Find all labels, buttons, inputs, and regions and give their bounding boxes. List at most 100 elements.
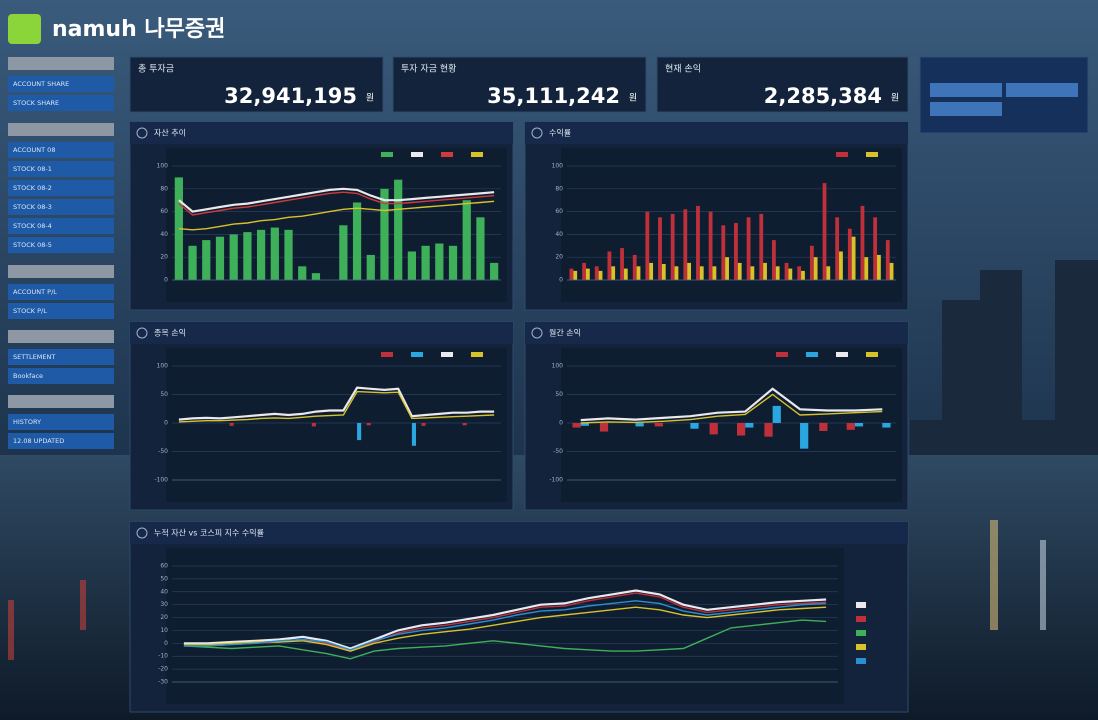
sidebar-item[interactable] <box>8 218 114 234</box>
bar <box>599 423 609 432</box>
y-tick-label: -20 <box>158 666 168 673</box>
bar <box>202 240 211 280</box>
bar <box>611 266 616 280</box>
bar <box>734 223 738 280</box>
bar <box>809 245 814 280</box>
bar <box>229 423 234 426</box>
kpi-card <box>392 56 647 113</box>
legend-swatch <box>856 644 866 650</box>
kpi-title: 투자 자금 현황 <box>401 64 456 75</box>
bar <box>846 423 855 430</box>
sidebar-item-label: ACCOUNT P/L <box>13 288 57 296</box>
legend-swatch <box>806 352 818 357</box>
chart-icon <box>531 127 543 139</box>
sidebar-item[interactable] <box>8 180 114 196</box>
bar <box>775 266 780 280</box>
y-tick-label: 80 <box>555 185 563 192</box>
bar <box>797 266 802 280</box>
chart-title: 누적 자산 vs 코스피 지수 수익률 <box>154 528 264 538</box>
chart-header <box>525 122 908 144</box>
bar <box>462 200 471 280</box>
sidebar-item[interactable] <box>8 303 114 319</box>
bar <box>750 266 755 280</box>
sidebar-item[interactable] <box>8 368 114 384</box>
line <box>183 606 827 652</box>
filter-chip[interactable] <box>1006 83 1078 97</box>
plot-area <box>166 348 507 502</box>
bar <box>636 266 641 280</box>
sidebar-item[interactable] <box>8 349 114 365</box>
bar <box>585 268 590 280</box>
y-tick-label: 60 <box>160 563 168 570</box>
sidebar-item[interactable] <box>8 199 114 215</box>
bar <box>635 423 644 427</box>
bar <box>256 229 266 280</box>
bar <box>270 227 279 280</box>
bar <box>421 245 430 280</box>
kpi-unit: 원 <box>629 93 637 104</box>
filter-chip[interactable] <box>930 102 1002 116</box>
sidebar-group-header <box>8 395 114 408</box>
sidebar-item[interactable] <box>8 237 114 253</box>
sidebar-item[interactable] <box>8 414 114 430</box>
bar <box>746 217 751 280</box>
kpi-value: 32,941,195 <box>224 84 357 108</box>
chart-title: 자산 추이 <box>154 128 186 138</box>
sidebar-group-header <box>8 265 114 278</box>
bar <box>569 268 574 280</box>
y-tick-label: 60 <box>160 208 168 215</box>
bar <box>298 266 307 280</box>
sidebar-item[interactable] <box>8 76 114 92</box>
line <box>178 386 495 421</box>
sidebar-item-label: STOCK 08-5 <box>13 241 52 249</box>
bar <box>620 248 624 280</box>
line <box>183 600 827 651</box>
y-tick-label: 0 <box>559 420 563 427</box>
chart-icon <box>136 127 148 139</box>
sidebar-item[interactable] <box>8 161 114 177</box>
y-tick-label: 40 <box>160 231 168 238</box>
bar <box>690 423 699 429</box>
filter-chip[interactable] <box>930 83 1002 97</box>
bar <box>784 262 789 280</box>
city <box>910 260 1098 455</box>
bar <box>649 262 654 280</box>
legend-swatch <box>411 152 423 157</box>
reflections <box>8 520 1046 660</box>
bar <box>826 266 831 280</box>
y-tick-label: 40 <box>160 588 168 595</box>
bar <box>839 251 843 280</box>
kpi-unit: 원 <box>366 93 374 104</box>
bar <box>352 202 362 280</box>
bar <box>411 423 417 446</box>
kpi-value: 2,285,384 <box>764 84 882 108</box>
sidebar-item[interactable] <box>8 142 114 158</box>
legend-swatch <box>776 352 788 357</box>
bar <box>188 245 197 280</box>
sidebar-item[interactable] <box>8 95 114 111</box>
y-tick-label: 100 <box>157 363 169 370</box>
bar <box>366 423 371 426</box>
y-tick-label: 30 <box>160 601 168 608</box>
y-tick-label: 10 <box>160 627 168 634</box>
legend-swatch <box>471 152 483 157</box>
bar <box>813 257 818 280</box>
legend-swatch <box>866 352 878 357</box>
bar <box>573 270 578 280</box>
bar <box>607 251 612 280</box>
bar <box>745 423 754 428</box>
legend-swatch <box>381 152 393 157</box>
sidebar-item[interactable] <box>8 284 114 300</box>
line <box>178 187 495 213</box>
sidebar-group-header <box>8 57 114 70</box>
sidebar-item-label: STOCK SHARE <box>13 99 59 107</box>
bar <box>712 266 717 280</box>
bar <box>763 262 767 280</box>
line <box>183 619 827 660</box>
sidebar-item-label: STOCK 08-4 <box>13 222 52 230</box>
sidebar-item[interactable] <box>8 433 114 449</box>
bar <box>882 423 891 428</box>
bar <box>737 262 742 280</box>
bar <box>819 423 828 431</box>
